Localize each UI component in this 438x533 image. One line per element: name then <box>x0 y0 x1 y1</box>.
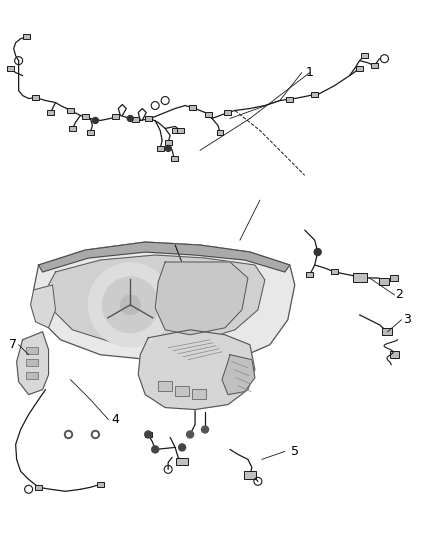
Bar <box>35 485 42 490</box>
Bar <box>67 108 74 113</box>
Bar <box>311 92 318 97</box>
Bar <box>172 128 179 133</box>
Bar <box>390 275 399 281</box>
Bar <box>25 359 38 366</box>
Bar <box>205 112 212 117</box>
Bar <box>165 140 172 145</box>
Bar <box>87 130 94 135</box>
Circle shape <box>67 432 71 437</box>
Bar <box>353 273 367 282</box>
Bar <box>97 482 104 487</box>
Bar <box>158 381 172 391</box>
Bar <box>356 66 363 71</box>
Polygon shape <box>138 330 255 409</box>
Bar <box>361 53 368 58</box>
Polygon shape <box>17 332 49 394</box>
Circle shape <box>145 431 152 438</box>
Polygon shape <box>34 242 295 362</box>
Bar <box>132 117 139 122</box>
Bar <box>244 471 256 479</box>
Circle shape <box>88 263 172 347</box>
Polygon shape <box>49 255 265 345</box>
Text: 3: 3 <box>403 313 411 326</box>
Bar <box>175 385 189 395</box>
Circle shape <box>92 117 99 124</box>
Bar <box>390 351 399 358</box>
Circle shape <box>152 446 159 453</box>
Bar <box>25 372 38 378</box>
Text: 2: 2 <box>396 288 403 301</box>
Circle shape <box>120 295 140 315</box>
Bar <box>306 272 313 278</box>
Bar <box>379 278 389 286</box>
Bar <box>82 114 89 119</box>
Text: 5: 5 <box>291 445 299 458</box>
Bar <box>177 128 184 133</box>
Bar <box>176 458 188 465</box>
Circle shape <box>64 431 72 439</box>
Bar <box>23 34 30 39</box>
Polygon shape <box>31 285 56 328</box>
Bar <box>47 110 54 115</box>
Circle shape <box>102 277 158 333</box>
Bar <box>225 110 231 115</box>
Bar <box>192 389 206 399</box>
Text: 1: 1 <box>306 66 314 79</box>
Bar <box>112 114 119 119</box>
Bar <box>286 97 293 102</box>
Circle shape <box>127 116 133 122</box>
Bar <box>145 432 152 437</box>
Bar <box>25 347 38 354</box>
Polygon shape <box>39 242 290 272</box>
Bar <box>145 116 152 121</box>
Bar <box>69 126 76 131</box>
Circle shape <box>165 146 171 151</box>
Text: 7: 7 <box>9 338 17 351</box>
Circle shape <box>187 431 194 438</box>
Bar <box>216 130 223 135</box>
Polygon shape <box>155 262 248 335</box>
Text: 4: 4 <box>111 413 119 426</box>
Bar <box>7 66 14 71</box>
Circle shape <box>93 432 97 437</box>
Circle shape <box>314 248 321 255</box>
Bar <box>171 156 178 161</box>
Bar <box>157 146 164 151</box>
Bar <box>32 95 39 100</box>
Bar <box>371 63 378 68</box>
Circle shape <box>201 426 208 433</box>
Polygon shape <box>222 355 255 394</box>
Circle shape <box>179 444 186 451</box>
Circle shape <box>92 431 99 439</box>
Bar <box>189 105 196 110</box>
Bar <box>331 270 338 274</box>
Bar <box>382 328 392 335</box>
